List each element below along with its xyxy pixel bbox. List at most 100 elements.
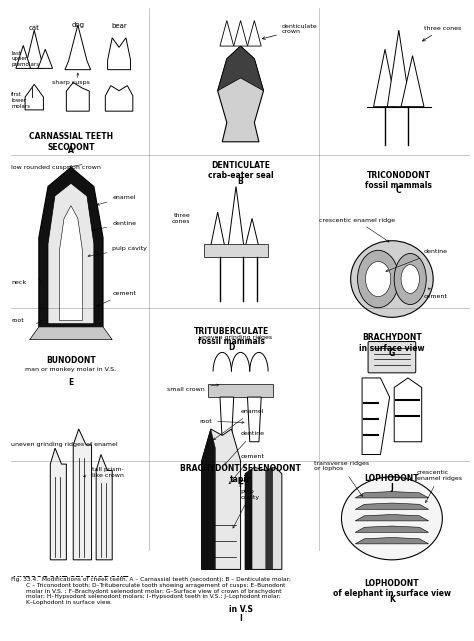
Text: BUNODONT: BUNODONT [46,356,96,365]
Ellipse shape [351,241,433,317]
Ellipse shape [357,250,399,308]
Polygon shape [96,454,112,560]
Text: sharp cusps: sharp cusps [52,80,90,85]
Polygon shape [220,21,234,46]
Text: cement: cement [97,291,136,306]
Text: pulp
cavity: pulp cavity [233,489,260,528]
Text: A: A [68,146,74,155]
Polygon shape [201,429,241,569]
Text: LOPHODONT
of elephant in surface view: LOPHODONT of elephant in surface view [333,579,451,599]
Text: pulp cavity: pulp cavity [88,246,147,257]
Polygon shape [108,38,130,70]
Polygon shape [66,83,89,111]
Polygon shape [355,503,428,510]
Ellipse shape [401,265,419,294]
Text: first
lower
molars: first lower molars [11,92,30,108]
Text: TRITUBERCULATE
fossil mammals: TRITUBERCULATE fossil mammals [194,327,269,346]
Text: crescentic
enamel ridges: crescentic enamel ridges [417,470,462,503]
Polygon shape [25,30,44,69]
Polygon shape [245,469,252,569]
Polygon shape [59,206,82,320]
Polygon shape [105,86,133,111]
Text: neck: neck [11,279,27,285]
Text: enamel: enamel [213,409,264,440]
Text: tall prism-
like crown: tall prism- like crown [83,467,123,478]
Polygon shape [50,448,66,560]
Text: dog: dog [71,22,84,28]
Polygon shape [355,492,428,498]
Polygon shape [209,212,227,256]
Text: worn: worn [256,580,271,585]
Text: HYPSODONT SELENODONT: HYPSODONT SELENODONT [13,576,128,585]
Text: DENTICULATE
crab-eater seal: DENTICULATE crab-eater seal [208,161,273,180]
Polygon shape [220,397,234,442]
Text: enamel: enamel [97,196,136,205]
Text: three cones: three cones [422,26,461,41]
Polygon shape [227,187,245,256]
Text: cement: cement [229,454,264,484]
Polygon shape [16,46,31,69]
Text: dentine: dentine [225,431,264,465]
Polygon shape [201,429,215,569]
Polygon shape [209,385,273,397]
Polygon shape [218,46,264,91]
Text: Fig. 33.4.  Modifications of cheek teeth. A – Carnassial teeth (secodont); B – D: Fig. 33.4. Modifications of cheek teeth.… [11,577,292,605]
Text: uneven grinding ridges of enamel: uneven grinding ridges of enamel [11,442,118,447]
Text: dentine: dentine [386,249,448,272]
Polygon shape [65,25,91,70]
Text: LOPHODONT: LOPHODONT [365,474,419,483]
Text: I: I [239,614,242,623]
Text: low rounded cusps on crown: low rounded cusps on crown [11,165,101,170]
Text: crescentic enamel ridge: crescentic enamel ridge [319,217,394,242]
Text: cat: cat [29,25,40,31]
Text: K: K [389,595,395,604]
Polygon shape [243,219,261,256]
Text: F: F [238,480,243,489]
Text: BRACHYDONT SELENODONT
tapir: BRACHYDONT SELENODONT tapir [180,464,301,483]
Text: G: G [389,349,395,358]
Polygon shape [247,397,261,442]
Polygon shape [374,49,396,106]
Text: HYPSODONT TOOTH
in V.S: HYPSODONT TOOTH in V.S [197,595,284,614]
Text: root: root [200,419,244,424]
Text: BRACHYDONT
in surface view: BRACHYDONT in surface view [359,333,425,353]
Text: small crown: small crown [167,384,219,392]
Text: J: J [391,483,393,492]
Polygon shape [401,56,424,106]
Text: uneven grinding ridges: uneven grinding ridges [200,335,273,340]
Polygon shape [387,30,410,106]
Polygon shape [48,183,94,324]
Polygon shape [355,538,428,544]
Text: cement: cement [424,288,448,299]
Ellipse shape [394,253,426,304]
Text: denticulate
crown: denticulate crown [263,24,318,39]
Polygon shape [30,327,112,340]
Ellipse shape [341,477,442,560]
Text: unworn: unworn [208,580,232,585]
Text: CARNASSIAL TEETH
SECODONT: CARNASSIAL TEETH SECODONT [29,132,113,152]
Text: TRICONODONT
fossil mammals: TRICONODONT fossil mammals [365,171,432,190]
Ellipse shape [365,262,391,297]
Polygon shape [25,85,44,110]
Polygon shape [73,429,91,560]
Text: E: E [68,378,73,387]
Text: last
upper
premolars: last upper premolars [11,51,39,67]
Polygon shape [245,467,282,569]
Text: dentine: dentine [92,221,136,231]
Polygon shape [234,21,247,46]
Text: man or monkey molar in V.S.: man or monkey molar in V.S. [26,367,117,372]
Text: bear: bear [111,23,127,29]
Text: H: H [68,585,74,594]
Polygon shape [247,21,261,46]
Text: B: B [238,177,244,186]
Polygon shape [218,46,264,142]
Polygon shape [394,378,422,442]
Text: three
cones: three cones [172,213,190,224]
Text: C: C [396,187,401,196]
Polygon shape [362,378,390,454]
Polygon shape [266,467,273,569]
Text: D: D [228,343,235,352]
Polygon shape [204,244,268,256]
FancyBboxPatch shape [368,342,416,373]
Text: transverse ridges
or lophos: transverse ridges or lophos [314,461,369,496]
